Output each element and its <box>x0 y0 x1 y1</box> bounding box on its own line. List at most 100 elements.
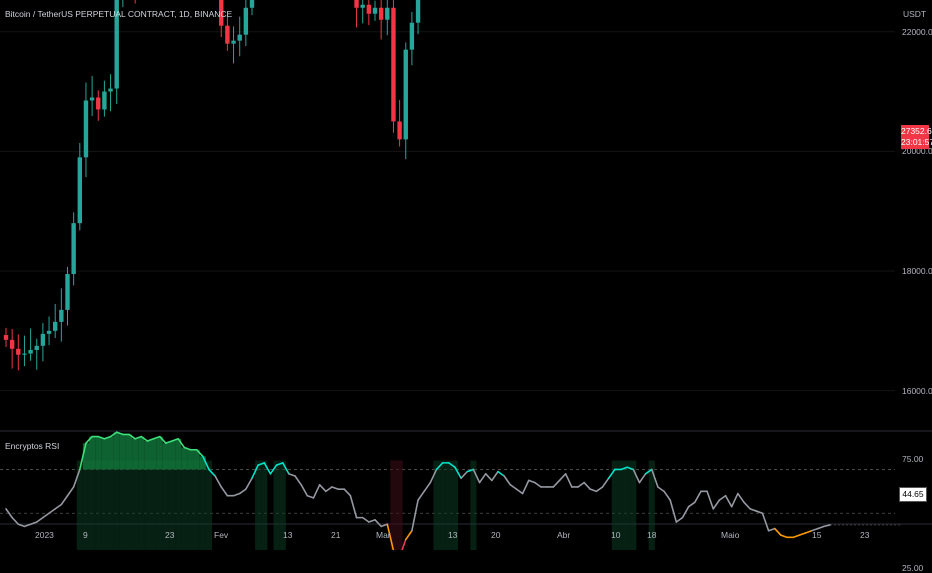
rsi-line-segment <box>730 492 739 508</box>
candle-body <box>22 353 27 355</box>
rsi-overbought-fill <box>113 432 120 470</box>
rsi-line-segment <box>454 466 462 480</box>
candle-body <box>9 339 15 349</box>
rsi-line-segment <box>681 505 690 519</box>
rsi-oversold-zone <box>390 460 397 550</box>
rsi-line-segment <box>558 473 567 482</box>
rsi-overbought-zone <box>648 460 655 550</box>
rsi-overbought-zone <box>451 460 459 550</box>
rsi-line-segment <box>675 516 684 523</box>
rsi-line-segment <box>743 501 751 510</box>
indicator-title[interactable]: Encryptos RSI <box>5 441 60 451</box>
rsi-line-segment <box>472 468 481 484</box>
rsi-line-segment <box>85 435 93 444</box>
candle-body <box>71 223 76 275</box>
rsi-line-segment <box>146 437 155 442</box>
rsi-line-segment <box>767 527 776 532</box>
rsi-line-segment <box>269 464 278 475</box>
candle-body <box>34 345 39 350</box>
rsi-line-segment <box>404 529 413 541</box>
candle-body <box>243 7 249 35</box>
rsi-overbought-zone <box>162 460 169 550</box>
candle-body <box>40 333 46 346</box>
rsi-line-segment <box>632 468 641 484</box>
rsi-line-segment <box>23 523 32 528</box>
rsi-line-segment <box>460 470 469 480</box>
rsi-overbought-fill <box>187 449 194 470</box>
candle-body <box>403 49 408 140</box>
chart-canvas[interactable] <box>0 0 932 550</box>
rsi-line-segment <box>718 494 727 501</box>
rsi-overbought-zone <box>132 460 139 550</box>
rsi-line-segment <box>601 477 610 488</box>
rsi-line-segment <box>706 490 715 510</box>
symbol-title: Bitcoin / TetherUS PERPETUAL CONTRACT, 1… <box>5 9 233 19</box>
rsi-line-segment <box>737 492 745 504</box>
rsi-line-segment <box>638 473 647 484</box>
rsi-line-segment <box>521 479 530 495</box>
rsi-line-segment <box>527 479 536 484</box>
bar-countdown: 23:01:57 <box>901 137 932 147</box>
rsi-overbought-zone <box>156 460 163 550</box>
rsi-line-segment <box>300 483 309 497</box>
rsi-line-segment <box>202 455 210 471</box>
rsi-line-segment <box>669 499 678 523</box>
candle-body <box>108 88 113 92</box>
price-tick-label: 20000.0 <box>902 146 932 157</box>
rsi-line-segment <box>343 488 352 497</box>
rsi-line-segment <box>48 508 57 515</box>
rsi-overbought-fill <box>156 436 163 470</box>
rsi-line-segment <box>657 486 665 493</box>
rsi-line-segment <box>368 519 376 523</box>
rsi-overbought-fill <box>181 447 188 470</box>
rsi-overbought-zone <box>193 460 200 550</box>
candle-body <box>391 7 396 122</box>
rsi-line-segment <box>134 435 143 440</box>
rsi-line-segment <box>478 473 487 484</box>
time-tick-label: Fev <box>214 530 229 540</box>
rsi-tick-label: 25.00 <box>902 563 924 573</box>
rsi-line-segment <box>324 486 333 493</box>
rsi-line-segment <box>503 475 512 486</box>
rsi-overbought-fill <box>138 436 145 470</box>
candle-body <box>354 0 359 8</box>
rsi-line-segment <box>103 435 112 440</box>
rsi-overbought-fill <box>125 434 133 470</box>
rsi-line-segment <box>620 466 628 471</box>
rsi-line-segment <box>773 527 782 536</box>
candle-body <box>46 330 52 334</box>
rsi-line-segment <box>816 525 825 530</box>
time-tick-label: 15 <box>812 530 822 540</box>
rsi-line-segment <box>165 440 173 444</box>
candle-body <box>83 100 89 158</box>
time-tick-label: 13 <box>283 530 293 540</box>
candle-body <box>53 321 58 331</box>
rsi-line-segment <box>128 433 136 440</box>
rsi-line-segment <box>401 538 407 550</box>
rsi-oversold-zone <box>396 460 403 550</box>
rsi-overbought-zone <box>445 460 452 550</box>
rsi-line-segment <box>251 464 259 480</box>
rsi-overbought-zone <box>624 460 631 550</box>
rsi-line-segment <box>644 468 653 475</box>
rsi-overbought-zone <box>433 460 440 550</box>
rsi-line-segment <box>724 494 733 508</box>
rsi-overbought-zone <box>101 460 108 550</box>
rsi-overbought-zone <box>617 460 625 550</box>
rsi-line-segment <box>195 448 204 458</box>
rsi-line-segment <box>374 519 382 528</box>
rsi-line-segment <box>798 532 807 536</box>
rsi-line-segment <box>115 431 124 436</box>
candle-body <box>237 34 242 41</box>
candle-body <box>378 7 384 20</box>
rsi-line-segment <box>780 534 788 539</box>
rsi-line-segment <box>687 501 696 508</box>
rsi-line-segment <box>435 462 444 471</box>
rsi-line-segment <box>497 470 505 477</box>
rsi-line-segment <box>429 468 438 484</box>
rsi-line-segment <box>823 524 831 528</box>
rsi-overbought-zone <box>168 460 176 550</box>
rsi-line-segment <box>417 490 426 501</box>
rsi-line-segment <box>263 462 272 475</box>
rsi-line-segment <box>484 473 493 482</box>
